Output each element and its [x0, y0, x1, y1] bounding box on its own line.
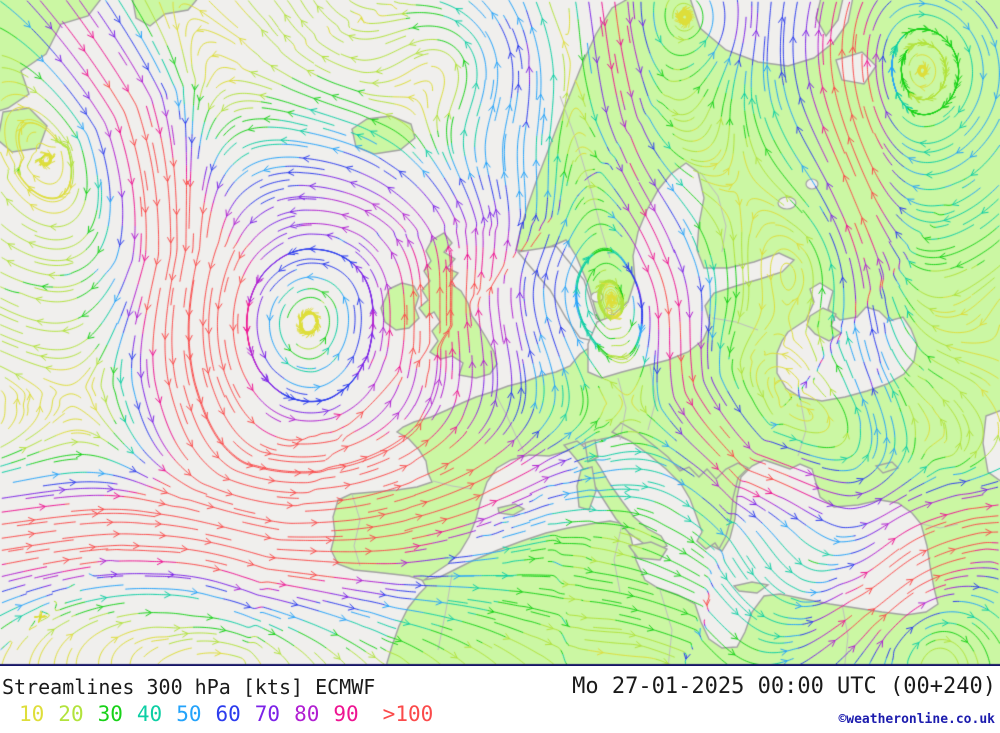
legend-value-gt100: >100 — [383, 702, 434, 726]
copyright-link[interactable]: ©weatheronline.co.uk — [838, 712, 995, 727]
weather-map-page: Streamlines 300 hPa [kts] ECMWF Mo 27-01… — [0, 0, 1000, 733]
legend-value-60: 60 — [215, 702, 240, 726]
legend-value-90: 90 — [333, 702, 358, 726]
legend-value-70: 70 — [255, 702, 280, 726]
legend-value-80: 80 — [294, 702, 319, 726]
caption-bar: Streamlines 300 hPa [kts] ECMWF Mo 27-01… — [0, 666, 1000, 733]
legend-value-30: 30 — [98, 702, 123, 726]
legend-value-50: 50 — [176, 702, 201, 726]
legend-value-40: 40 — [137, 702, 162, 726]
map-datetime: Mo 27-01-2025 00:00 UTC (00+240) — [572, 674, 996, 699]
streamline-map-canvas — [0, 0, 1000, 666]
map-title: Streamlines 300 hPa [kts] ECMWF — [2, 675, 375, 699]
legend-value-10: 10 — [19, 702, 44, 726]
legend-row: 10 20 30 40 50 60 70 80 90 >100 — [19, 702, 447, 726]
legend-value-20: 20 — [58, 702, 83, 726]
